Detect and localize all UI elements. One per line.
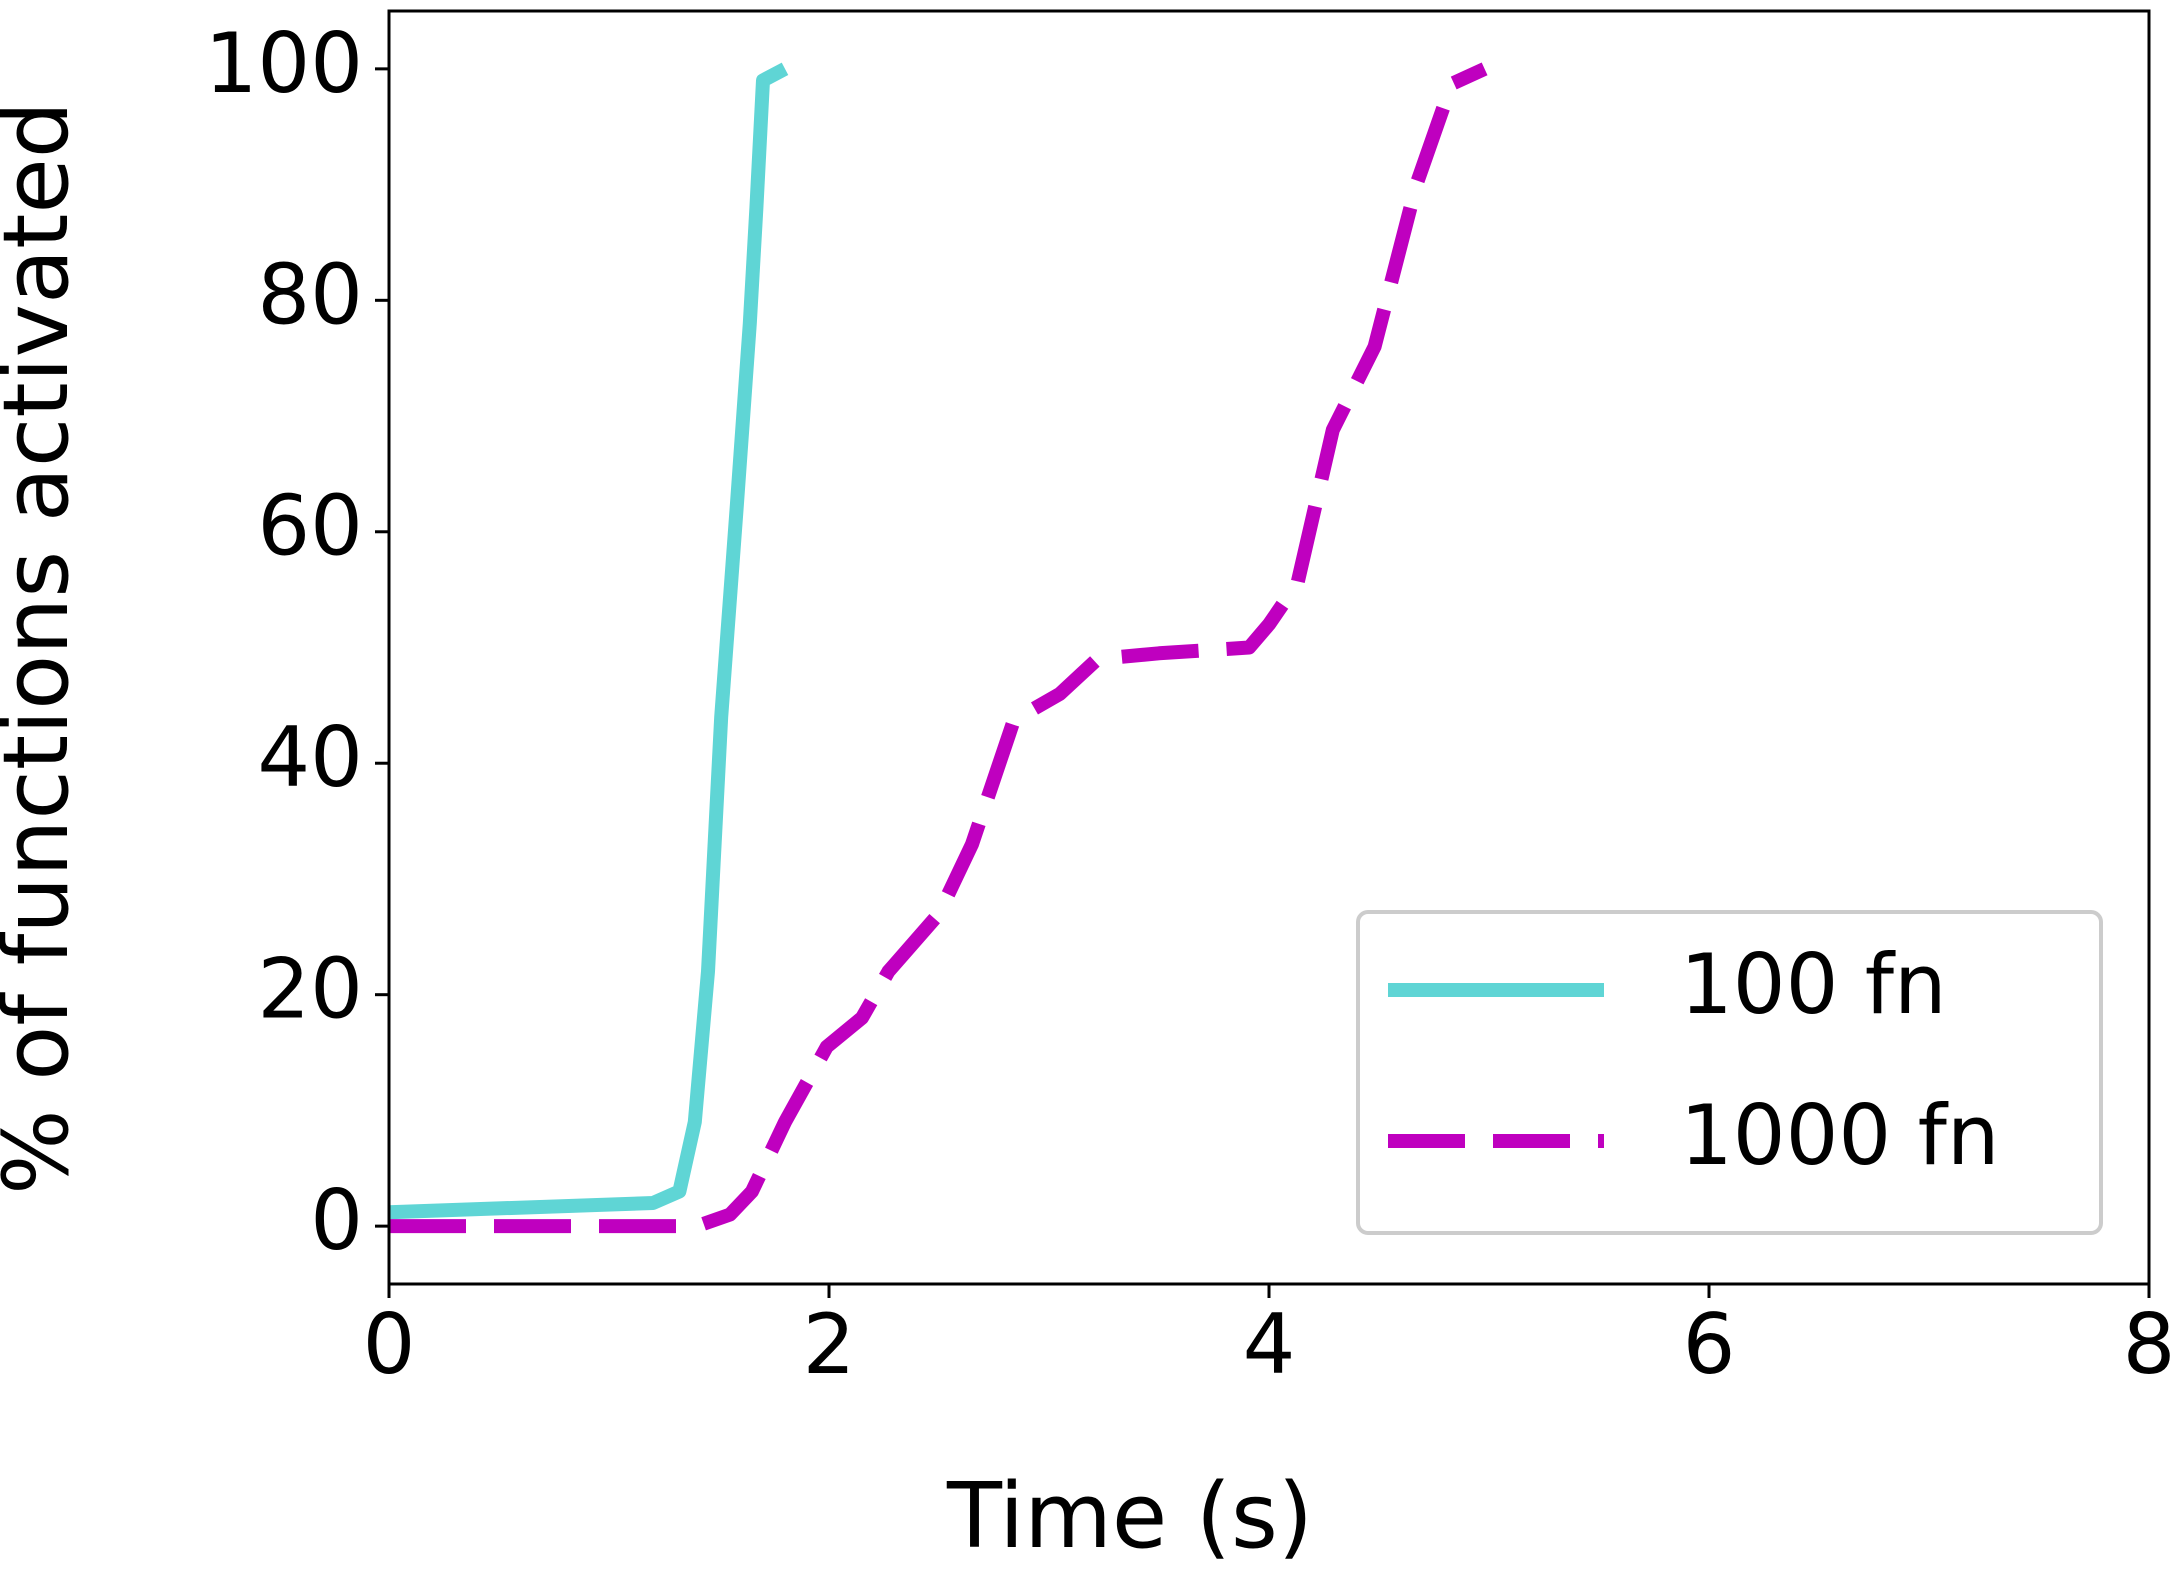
y-tick-label: 0 xyxy=(310,1172,363,1269)
y-tick-label: 100 xyxy=(205,15,363,112)
y-tick-label: 80 xyxy=(257,246,363,343)
y-tick-label: 20 xyxy=(257,941,363,1038)
y-tick-label: 60 xyxy=(257,478,363,575)
x-tick-label: 4 xyxy=(1243,1296,1296,1393)
x-axis-label: Time (s) xyxy=(946,1464,1313,1569)
x-tick-label: 2 xyxy=(803,1296,856,1393)
x-tick-label: 0 xyxy=(363,1296,416,1393)
series-line xyxy=(388,62,789,1220)
x-tick-label: 8 xyxy=(2123,1296,2176,1393)
y-tick-label: 40 xyxy=(257,709,363,806)
plot-frame xyxy=(387,9,2151,1286)
legend: 100 fn 1000 fn xyxy=(1356,910,2103,1235)
x-tick-label: 6 xyxy=(1683,1296,1736,1393)
legend-label: 100 fn xyxy=(1680,936,1947,1033)
y-axis-label: % of functions activated xyxy=(0,101,89,1195)
legend-label: 1000 fn xyxy=(1680,1087,1999,1184)
series-line xyxy=(389,62,1488,1234)
